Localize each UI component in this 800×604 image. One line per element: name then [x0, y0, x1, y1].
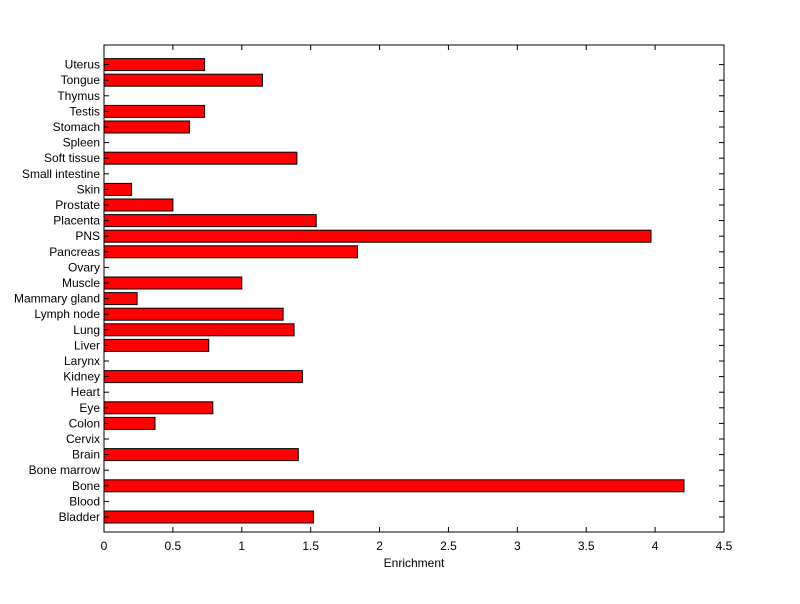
y-tick-label-brain: Brain [72, 448, 100, 462]
y-tick-label-lymph-node: Lymph node [34, 307, 100, 321]
bar-placenta [103, 214, 317, 228]
x-tick-label-3: 3 [514, 539, 521, 553]
x-tick-label-0-5: 0.5 [165, 539, 182, 553]
y-tick-label-lung: Lung [73, 323, 100, 337]
y-tick-label-testis: Testis [69, 104, 100, 118]
y-tick-label-spleen: Spleen [63, 136, 100, 150]
y-tick-label-heart: Heart [71, 385, 101, 399]
x-tick-label-2-5: 2.5 [440, 539, 457, 553]
y-tick-label-eye: Eye [79, 401, 100, 415]
y-tick-label-stomach: Stomach [53, 120, 100, 134]
y-tick-label-pns: PNS [75, 229, 100, 243]
bar-uterus [103, 58, 206, 72]
x-tick-label-3-5: 3.5 [578, 539, 595, 553]
bar-stomach [103, 120, 190, 134]
y-tick-label-ovary: Ovary [68, 260, 100, 274]
bar-lymph-node [103, 307, 284, 321]
bar-eye [103, 401, 214, 415]
y-tick-label-blood: Blood [69, 494, 100, 508]
y-tick-label-bone-marrow: Bone marrow [29, 463, 101, 477]
y-tick-label-tongue: Tongue [61, 73, 101, 87]
y-tick-label-kidney: Kidney [63, 370, 100, 384]
bar-pancreas [103, 245, 358, 259]
y-tick-label-larynx: Larynx [64, 354, 100, 368]
y-tick-label-bone: Bone [72, 479, 100, 493]
bar-liver [103, 338, 210, 352]
bar-bone [103, 479, 685, 493]
y-tick-label-muscle: Muscle [62, 276, 100, 290]
bar-soft-tissue [103, 151, 298, 165]
plot-frame [103, 44, 725, 533]
bar-colon [103, 416, 156, 430]
bar-pns [103, 229, 652, 243]
bar-tongue [103, 73, 263, 87]
bar-lung [103, 323, 295, 337]
y-tick-label-pancreas: Pancreas [49, 245, 100, 259]
bar-muscle [103, 276, 243, 290]
y-tick-label-skin: Skin [77, 182, 100, 196]
x-tick-label-4-5: 4.5 [716, 539, 733, 553]
x-tick-label-2: 2 [376, 539, 383, 553]
y-tick-label-mammary-gland: Mammary gland [14, 292, 100, 306]
y-tick-label-thymus: Thymus [57, 89, 100, 103]
y-tick-label-placenta: Placenta [53, 214, 100, 228]
bar-kidney [103, 370, 303, 384]
y-tick-label-prostate: Prostate [55, 198, 100, 212]
x-tick-label-4: 4 [652, 539, 659, 553]
y-tick-label-soft-tissue: Soft tissue [44, 151, 100, 165]
y-tick-label-colon: Colon [69, 416, 100, 430]
x-tick-label-0: 0 [101, 539, 108, 553]
x-tick-label-1: 1 [238, 539, 245, 553]
x-tick-label-1-5: 1.5 [302, 539, 319, 553]
bar-prostate [103, 198, 174, 212]
y-tick-label-liver: Liver [74, 338, 100, 352]
bar-brain [103, 448, 299, 462]
bar-testis [103, 104, 206, 118]
x-axis-label: Enrichment [384, 556, 445, 570]
y-tick-label-bladder: Bladder [59, 510, 100, 524]
y-tick-label-small-intestine: Small intestine [22, 167, 100, 181]
bar-bladder [103, 510, 314, 524]
y-tick-label-cervix: Cervix [66, 432, 100, 446]
y-tick-label-uterus: Uterus [65, 58, 100, 72]
